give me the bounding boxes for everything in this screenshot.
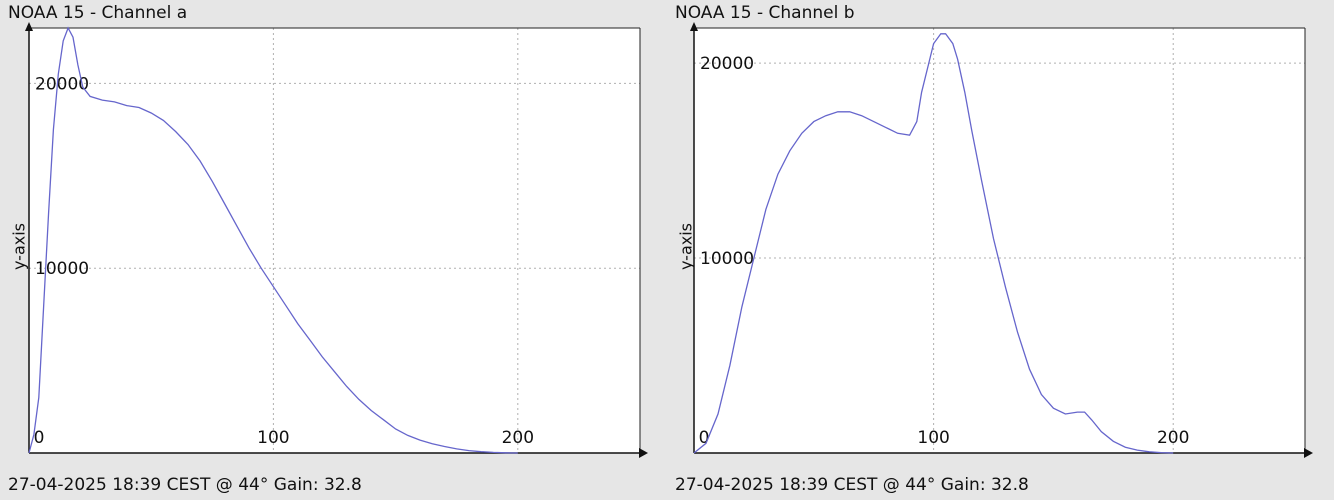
x-axis-arrow — [1304, 448, 1313, 458]
x-tick-label: 200 — [502, 428, 534, 448]
series-line — [28, 26, 518, 454]
plot-area: 0 100 200 10000 20000 — [690, 22, 1313, 458]
y-tick-label: 20000 — [700, 54, 754, 74]
y-axis-arrow — [690, 22, 698, 31]
x-tick-label: 0 — [34, 428, 45, 448]
chart-panel-channel-b: NOAA 15 - Channel b y-axis 0 100 200 10000 2… — [667, 0, 1334, 500]
x-tick-label: 0 — [699, 428, 710, 448]
y-tick-label: 10000 — [700, 249, 754, 269]
x-tick-label: 200 — [1157, 428, 1189, 448]
series-line — [693, 33, 1174, 454]
chart-footer: 27-04-2025 18:39 CEST @ 44° Gain: 32.8 — [8, 475, 362, 495]
plot-background — [29, 28, 640, 453]
x-tick-label: 100 — [257, 428, 289, 448]
chart-panel-channel-a: NOAA 15 - Channel a y-axis 0 100 200 10000 2… — [8, 3, 648, 495]
x-tick-label: 100 — [917, 428, 949, 448]
chart-footer: 27-04-2025 18:39 CEST @ 44° Gain: 32.8 — [675, 475, 1029, 495]
plot-background — [694, 28, 1305, 453]
y-axis-arrow — [25, 22, 33, 31]
chart-title: NOAA 15 - Channel a — [8, 3, 188, 23]
plot-area: 0 100 200 10000 20000 — [25, 22, 648, 458]
y-tick-label: 20000 — [35, 74, 89, 94]
x-axis-arrow — [639, 448, 648, 458]
chart-title: NOAA 15 - Channel b — [675, 3, 855, 23]
y-tick-label: 10000 — [35, 259, 89, 279]
